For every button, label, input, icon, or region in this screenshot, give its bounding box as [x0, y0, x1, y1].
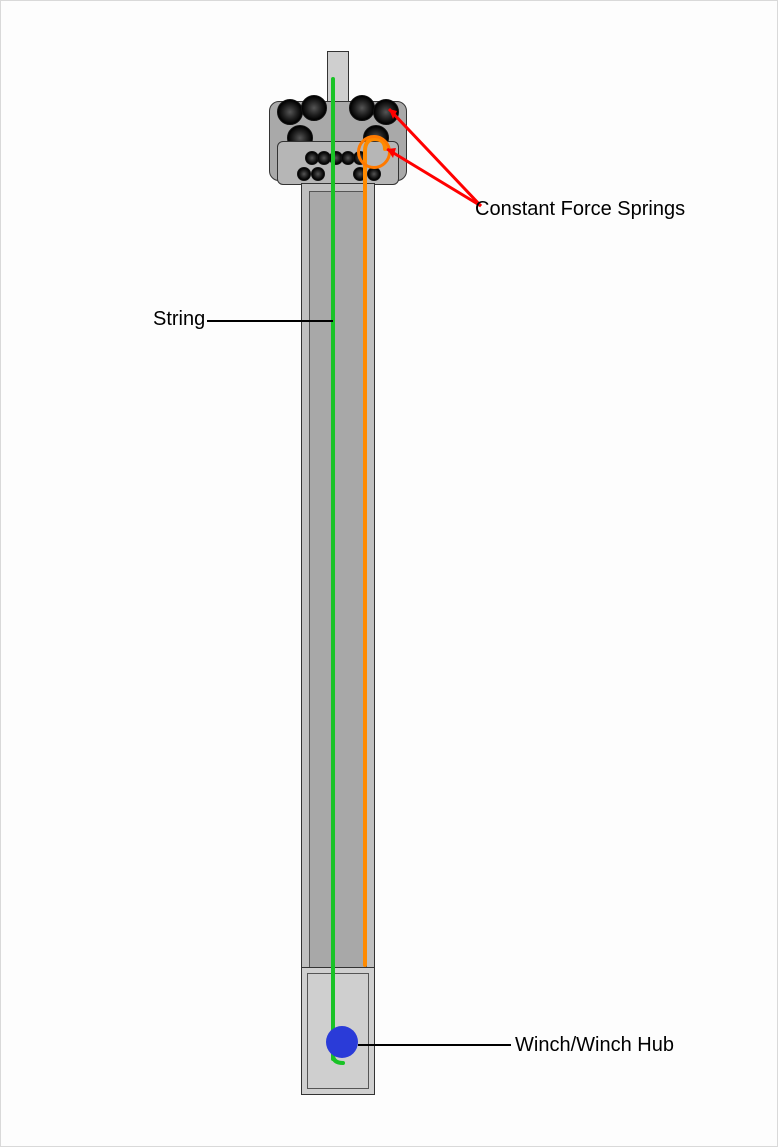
winch-hub — [326, 1026, 358, 1058]
leader-string — [207, 320, 333, 322]
spring-spool — [301, 95, 327, 121]
fastener — [311, 167, 325, 181]
string-line — [331, 77, 335, 1061]
fastener — [297, 167, 311, 181]
leader-winch — [358, 1044, 511, 1046]
diagram-canvas: String Constant Force Springs Winch/Winc… — [0, 0, 778, 1147]
label-string: String — [153, 308, 205, 331]
spring-spool — [277, 99, 303, 125]
main-column-inner — [309, 191, 367, 969]
spring-strip — [363, 159, 367, 967]
label-winch: Winch/Winch Hub — [515, 1034, 674, 1057]
label-springs: Constant Force Springs — [475, 198, 685, 221]
